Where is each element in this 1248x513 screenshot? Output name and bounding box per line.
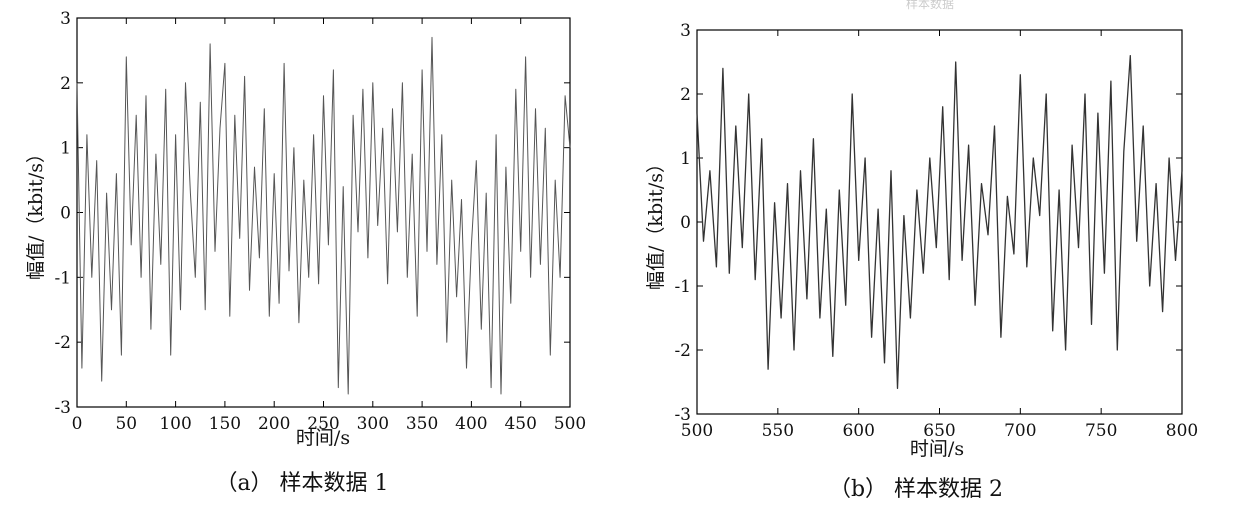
series-line (76, 36, 571, 395)
chart-a-caption: （a） 样本数据 1 (215, 471, 388, 496)
x-tick-label: 450 (504, 414, 536, 434)
chart-b-x-axis: 500 550 600 650 700 750 800 (681, 30, 1198, 441)
y-tick-label: 0 (60, 204, 71, 224)
x-tick-label: 50 (115, 414, 137, 434)
series-line (696, 54, 1183, 390)
y-tick-label: -3 (674, 405, 691, 425)
chart-a: -3 -2 -1 0 1 2 3 0 50 100 150 200 250 300 350 400 450 50… (25, 9, 586, 496)
y-tick-label: -3 (54, 398, 71, 418)
y-tick-label: 3 (680, 21, 691, 41)
y-tick-label: 0 (680, 213, 691, 233)
x-tick-label: 250 (307, 414, 339, 434)
x-tick-label: 350 (406, 414, 438, 434)
x-tick-label: 500 (554, 414, 586, 434)
x-tick-label: 650 (923, 421, 955, 441)
x-tick-label: 150 (209, 414, 241, 434)
chart-a-x-axis: 0 50 100 150 200 250 300 350 400 450 500 (72, 18, 586, 434)
chart-b-caption: （b） 样本数据 2 (829, 477, 1003, 502)
chart-a-ylabel: 幅值/（kbit/s） (25, 144, 47, 280)
x-tick-label: 200 (258, 414, 290, 434)
chart-b-frame (696, 29, 1183, 415)
y-tick-label: 1 (680, 149, 691, 169)
y-tick-label: 2 (60, 74, 71, 94)
y-tick-label: -1 (54, 268, 71, 288)
chart-a-xlabel: 时间/s (296, 427, 350, 449)
chart-b-xlabel: 时间/s (910, 438, 964, 460)
chart-a-frame (76, 17, 571, 408)
y-tick-label: 1 (60, 139, 71, 159)
figure-title-fragment: 样本数据 (906, 0, 954, 11)
y-tick-label: -2 (54, 333, 71, 353)
x-tick-label: 550 (762, 421, 794, 441)
x-tick-label: 0 (72, 414, 83, 434)
x-tick-label: 500 (681, 421, 713, 441)
x-tick-label: 750 (1085, 421, 1117, 441)
chart-b-series (696, 54, 1183, 390)
chart-b-ylabel: 幅值/（kbit/s） (645, 154, 667, 290)
plot-frame (696, 29, 1183, 415)
x-tick-label: 600 (842, 421, 874, 441)
x-tick-label: 800 (1166, 421, 1198, 441)
y-tick-label: 2 (680, 85, 691, 105)
x-tick-label: 300 (357, 414, 389, 434)
chart-b: -3 -2 -1 0 1 2 3 500 550 600 650 700 750 800 时间/s 幅值… (645, 21, 1198, 502)
chart-a-series (76, 36, 571, 395)
x-tick-label: 400 (455, 414, 487, 434)
y-tick-label: -2 (674, 341, 691, 361)
y-tick-label: 3 (60, 9, 71, 29)
x-tick-label: 700 (1004, 421, 1036, 441)
chart-a-y-axis: -3 -2 -1 0 1 2 3 (54, 9, 570, 418)
y-tick-label: -1 (674, 277, 691, 297)
chart-b-y-axis: -3 -2 -1 0 1 2 3 (674, 21, 1182, 425)
x-tick-label: 100 (159, 414, 191, 434)
plot-frame (76, 17, 571, 408)
